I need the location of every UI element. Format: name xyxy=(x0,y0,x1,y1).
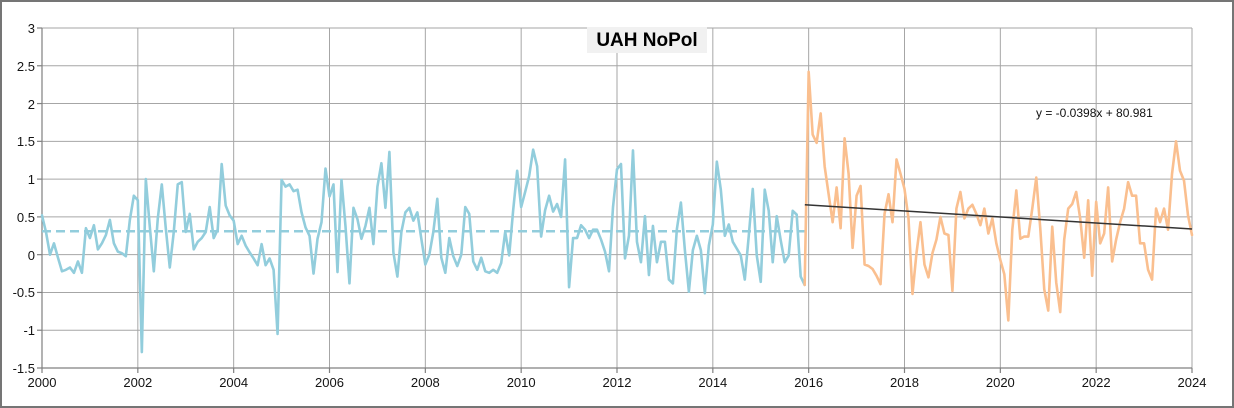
x-axis-tick-label: 2002 xyxy=(123,375,153,390)
y-axis-tick-label: 2 xyxy=(27,96,35,112)
post-2016-linear-fit xyxy=(804,204,1193,230)
y-axis-tick-label: 1.5 xyxy=(16,134,35,150)
y-axis-tick-label: -1.5 xyxy=(12,361,35,376)
y-axis-tick-label: 3 xyxy=(27,21,35,36)
chart-title: UAH NoPol xyxy=(587,27,707,53)
x-axis-tick-label: 2010 xyxy=(506,375,536,390)
y-axis-tick-label: 0 xyxy=(27,247,35,263)
y-axis-tick-label: 0.5 xyxy=(16,209,35,225)
y-axis-tick-label: -1 xyxy=(23,323,35,339)
x-axis-tick-label: 2016 xyxy=(794,375,824,390)
trendline-equation-label: y = -0.0398x + 80.981 xyxy=(1036,106,1153,120)
y-axis-tick-label: -0.5 xyxy=(12,285,35,301)
x-axis-tick-label: 2022 xyxy=(1081,375,1111,390)
y-axis-tick-label: 1 xyxy=(27,172,35,188)
y-axis-tick-label: 2.5 xyxy=(16,58,35,74)
monthly-anomaly-2000-2015-line xyxy=(40,148,806,354)
x-axis-tick-label: 2008 xyxy=(410,375,440,390)
x-axis-tick-label: 2000 xyxy=(27,375,57,390)
x-axis-tick-label: 2018 xyxy=(890,375,919,390)
x-axis-tick-label: 2020 xyxy=(985,375,1015,390)
x-axis-tick-label: 2004 xyxy=(219,375,249,390)
x-axis-tick-label: 2014 xyxy=(698,375,728,390)
monthly-anomaly-2016-2024-line xyxy=(803,70,1194,322)
x-axis-tick-label: 2024 xyxy=(1177,375,1207,390)
x-axis-tick-label: 2006 xyxy=(315,375,344,390)
x-axis-tick-label: 2012 xyxy=(602,375,632,390)
